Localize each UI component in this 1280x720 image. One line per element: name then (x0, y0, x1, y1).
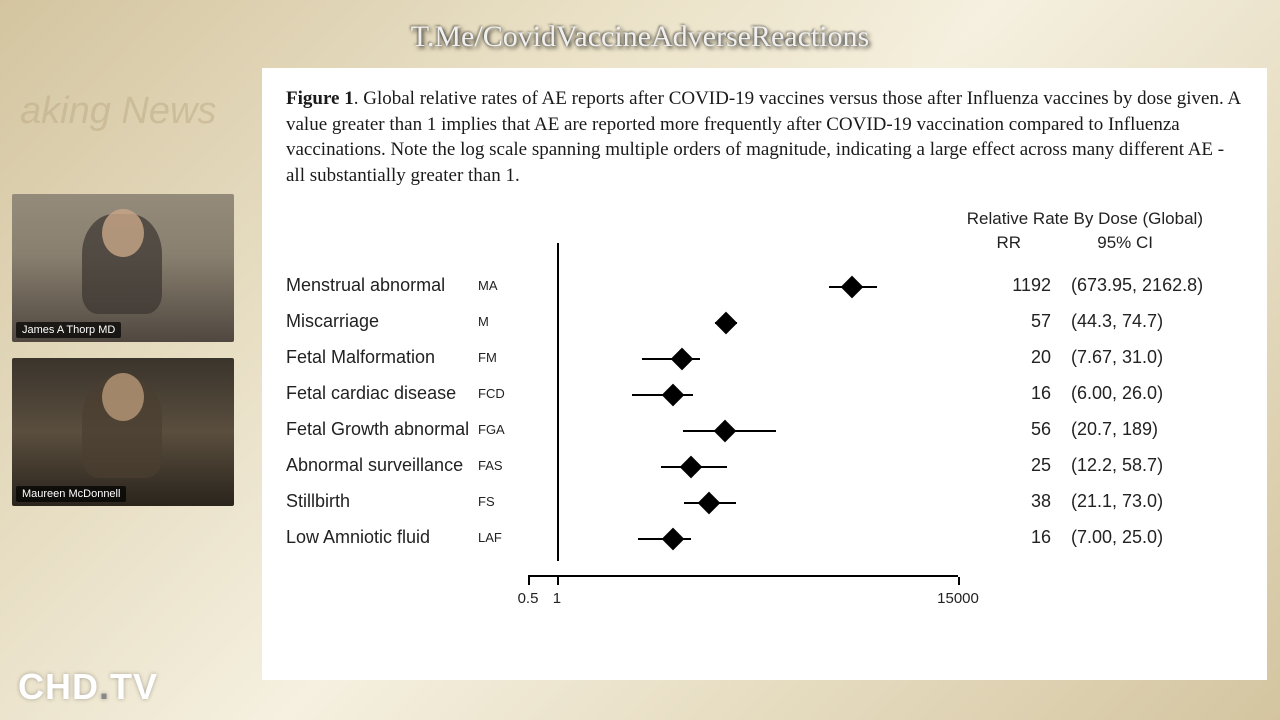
row-label: Abnormal surveillance (286, 455, 463, 476)
row-ci-value: (21.1, 73.0) (1071, 491, 1243, 512)
axis-tick (557, 577, 559, 585)
speaker-1-label: James A Thorp MD (16, 322, 121, 338)
row-ci-value: (12.2, 58.7) (1071, 455, 1243, 476)
bg-news-text: aking News (20, 90, 216, 133)
forest-plot: Relative Rate By Dose (Global) RR 95% CI… (286, 209, 1243, 649)
row-rr-value: 25 (1031, 455, 1051, 476)
speaker-panel-1: James A Thorp MD (12, 194, 234, 342)
axis-tick (958, 577, 960, 585)
forest-row: Abnormal surveillance FAS 25 (12.2, 58.7) (286, 449, 1243, 483)
row-rr-value: 16 (1031, 527, 1051, 548)
figure-caption: Figure 1. Global relative rates of AE re… (286, 86, 1243, 189)
header-title: Relative Rate By Dose (Global) (967, 209, 1203, 229)
forest-row: Fetal cardiac disease FCD 16 (6.00, 26.0) (286, 377, 1243, 411)
row-abbr: FM (478, 350, 497, 365)
caption-prefix: Figure 1 (286, 88, 354, 109)
row-label: Stillbirth (286, 491, 350, 512)
axis-tick-label: 1 (553, 590, 561, 607)
logo-part1: CHD (18, 666, 99, 707)
axis-tick (528, 577, 530, 585)
forest-row: Fetal Growth abnormal FGA 56 (20.7, 189) (286, 413, 1243, 447)
speaker-2-label: Maureen McDonnell (16, 486, 126, 502)
row-label: Low Amniotic fluid (286, 527, 430, 548)
forest-row: Low Amniotic fluid LAF 16 (7.00, 25.0) (286, 521, 1243, 555)
row-rr-value: 1192 (1012, 275, 1051, 296)
logo-part2: TV (110, 666, 158, 707)
row-abbr: FAS (478, 458, 503, 473)
row-ci-value: (20.7, 189) (1071, 419, 1243, 440)
forest-row: Menstrual abnormal MA 1192 (673.95, 2162.8) (286, 269, 1243, 303)
row-label: Fetal Growth abnormal (286, 419, 469, 440)
row-ci-value: (673.95, 2162.8) (1071, 275, 1243, 296)
row-abbr: M (478, 314, 489, 329)
logo-dot: . (99, 666, 110, 707)
row-abbr: FS (478, 494, 495, 509)
header-ci: 95% CI (1097, 233, 1153, 253)
figure-panel: Figure 1. Global relative rates of AE re… (262, 68, 1267, 680)
forest-row: Fetal Malformation FM 20 (7.67, 31.0) (286, 341, 1243, 375)
chd-tv-logo: CHD.TV (18, 666, 158, 708)
axis-tick-label: 15000 (937, 590, 979, 607)
row-ci-value: (44.3, 74.7) (1071, 311, 1243, 332)
forest-row: Miscarriage M 57 (44.3, 74.7) (286, 305, 1243, 339)
row-abbr: MA (478, 278, 498, 293)
header-rr: RR (996, 233, 1021, 253)
x-axis (528, 575, 958, 577)
row-rr-value: 20 (1031, 347, 1051, 368)
row-abbr: FGA (478, 422, 505, 437)
row-label: Fetal cardiac disease (286, 383, 456, 404)
row-rr-value: 56 (1031, 419, 1051, 440)
forest-row: Stillbirth FS 38 (21.1, 73.0) (286, 485, 1243, 519)
row-ci-value: (7.67, 31.0) (1071, 347, 1243, 368)
row-label: Fetal Malformation (286, 347, 435, 368)
row-rr-value: 38 (1031, 491, 1051, 512)
speaker-panel-2: Maureen McDonnell (12, 358, 234, 506)
top-banner: T.Me/CovidVaccineAdverseReactions (0, 20, 1280, 54)
row-rr-value: 57 (1031, 311, 1051, 332)
row-abbr: FCD (478, 386, 505, 401)
speaker-head (102, 373, 144, 421)
row-rr-value: 16 (1031, 383, 1051, 404)
caption-body: . Global relative rates of AE reports af… (286, 88, 1240, 186)
row-label: Miscarriage (286, 311, 379, 332)
row-ci-value: (7.00, 25.0) (1071, 527, 1243, 548)
row-label: Menstrual abnormal (286, 275, 445, 296)
speaker-head (102, 209, 144, 257)
row-ci-value: (6.00, 26.0) (1071, 383, 1243, 404)
row-abbr: LAF (478, 530, 502, 545)
axis-tick-label: 0.5 (518, 590, 539, 607)
